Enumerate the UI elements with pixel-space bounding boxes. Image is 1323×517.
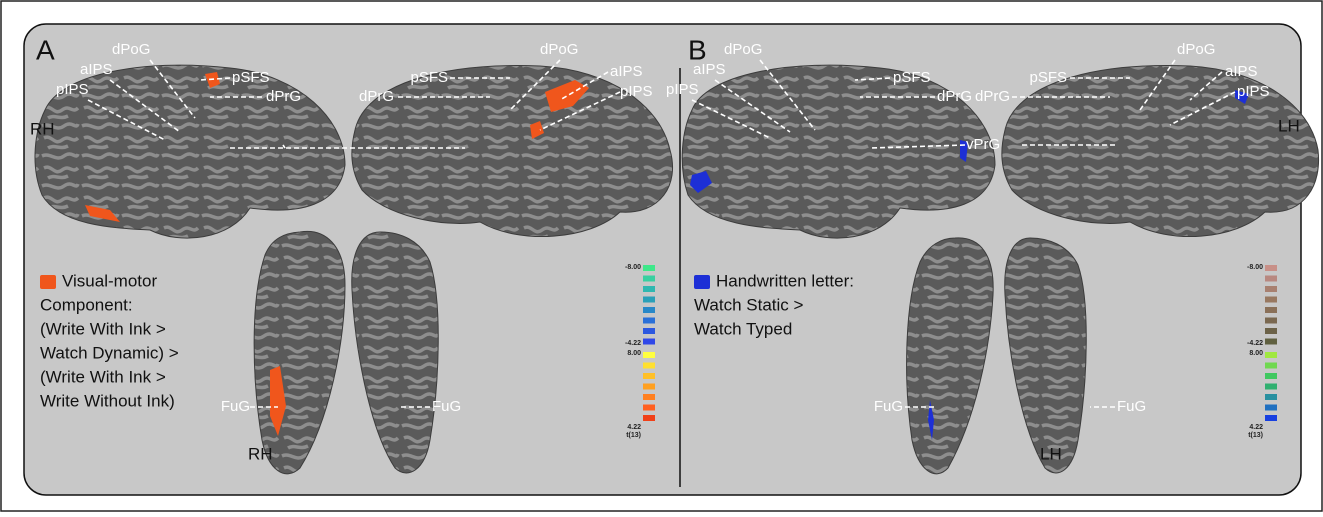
colorbar-label: -8.00: [625, 264, 641, 271]
region-label: pIPS: [56, 81, 89, 98]
colorbar-swatch: [643, 404, 655, 411]
brain-lateral: [34, 64, 346, 239]
colorbar-swatch: [1265, 307, 1277, 313]
region-label: pIPS: [620, 83, 653, 100]
colorbar-swatch: [643, 296, 655, 303]
legend-text: Component:: [40, 295, 133, 314]
leader: [87, 59, 621, 408]
colorbar-swatch: [643, 338, 655, 345]
legend-text: (Write With Ink >: [40, 367, 166, 386]
colorbar-label: 8.00: [627, 350, 641, 357]
legend-text: Watch Dynamic) >: [40, 343, 179, 362]
region-label: dPoG: [112, 41, 150, 58]
region-label: dPoG: [724, 41, 762, 58]
brain-lateral: [681, 64, 996, 239]
colorbar-swatch: [1265, 296, 1277, 303]
colorbar-swatch: [643, 394, 655, 400]
colorbar-swatch: [1265, 338, 1277, 345]
legend-swatch: [694, 275, 710, 289]
colorbar-label: -8.00: [1247, 264, 1263, 271]
colorbar-swatch: [1265, 362, 1277, 369]
region-label: aIPS: [80, 61, 113, 78]
region-label: FuG: [221, 398, 250, 415]
legend-text: (Write With Ink >: [40, 319, 166, 338]
legend-swatch: [40, 275, 56, 289]
colorbar-swatch: [1265, 383, 1277, 390]
colorbar-label: t(13): [1248, 432, 1263, 439]
colorbar-swatch: [1265, 415, 1277, 421]
colorbar-label: t(13): [626, 432, 641, 439]
colorbar-label: -4.22: [1247, 340, 1263, 347]
colorbar-swatch: [643, 317, 655, 324]
panel-letter: B: [688, 34, 707, 65]
region-label: FuG: [432, 398, 461, 415]
colorbar-swatch: [643, 286, 655, 292]
region-label: vPrG: [966, 136, 1000, 153]
region-label: aIPS: [1225, 63, 1258, 80]
region-label: dPrG: [266, 88, 301, 105]
colorbar-swatch: [643, 265, 655, 271]
brain-lateral: [1001, 65, 1320, 237]
colorbar-swatch: [643, 415, 655, 421]
hemisphere-label: LH: [1040, 444, 1062, 463]
colorbar-label: 8.00: [1249, 350, 1263, 357]
brain-ventral: [1004, 237, 1087, 474]
legend-text: Write Without Ink): [40, 391, 175, 410]
brains-a: [34, 64, 674, 475]
colorbar-swatch: [1265, 286, 1277, 292]
region-label: pSFS: [410, 69, 448, 86]
colorbar-swatch: [1265, 394, 1277, 400]
colorbar-swatch: [1265, 328, 1277, 334]
hemisphere-label: RH: [30, 119, 55, 138]
colorbar-swatch: [1265, 404, 1277, 411]
region-label: pSFS: [893, 69, 931, 86]
region-label: FuG: [1117, 398, 1146, 415]
colorbar-label: 4.22: [627, 424, 641, 431]
region-label: dPoG: [1177, 41, 1215, 58]
legend-text: Handwritten letter:: [716, 271, 854, 290]
region-label: pIPS: [1237, 83, 1270, 100]
hemisphere-label: RH: [248, 444, 273, 463]
region-label: dPoG: [540, 41, 578, 58]
legend-text: Watch Typed: [694, 319, 792, 338]
colorbar-swatch: [1265, 317, 1277, 324]
region-label: aIPS: [610, 63, 643, 80]
colorbar-swatch: [643, 362, 655, 369]
brain-lateral: [351, 65, 674, 237]
colorbar: -8.00 -4.22 8.00 4.22t(13): [1247, 264, 1277, 439]
region-label: pSFS: [232, 69, 270, 86]
region-label: FuG: [874, 398, 903, 415]
colorbar-swatch: [643, 373, 655, 379]
region-label: dPrG: [975, 88, 1010, 105]
region-label: dPrG: [359, 88, 394, 105]
brain-ventral: [351, 231, 439, 474]
colorbar-swatch: [643, 307, 655, 313]
colorbar-swatch: [643, 383, 655, 390]
colorbar-swatch: [643, 352, 655, 358]
leader: [691, 59, 1236, 408]
colorbar-label: -4.22: [625, 340, 641, 347]
leader-lines: [87, 59, 1236, 408]
legend-text: Visual-motor: [62, 271, 157, 290]
colorbar: -8.00 -4.22 8.00 4.22t(13): [625, 264, 655, 439]
region-label: aIPS: [693, 61, 726, 78]
hemisphere-label: LH: [1278, 116, 1300, 135]
legend-text: Watch Static >: [694, 295, 804, 314]
region-label: pSFS: [1029, 69, 1067, 86]
panel-letter: A: [36, 34, 55, 65]
colorbar-swatch: [643, 275, 655, 282]
colorbar-swatch: [1265, 275, 1277, 282]
region-label: pIPS: [666, 81, 699, 98]
brains-b: [681, 64, 1320, 475]
colorbar-label: 4.22: [1249, 424, 1263, 431]
colorbar-swatch: [643, 328, 655, 334]
brain-ventral: [906, 237, 994, 475]
colorbar-swatch: [1265, 265, 1277, 271]
colorbar-swatch: [1265, 352, 1277, 358]
region-label: dPrG: [937, 88, 972, 105]
colorbar-swatch: [1265, 373, 1277, 379]
